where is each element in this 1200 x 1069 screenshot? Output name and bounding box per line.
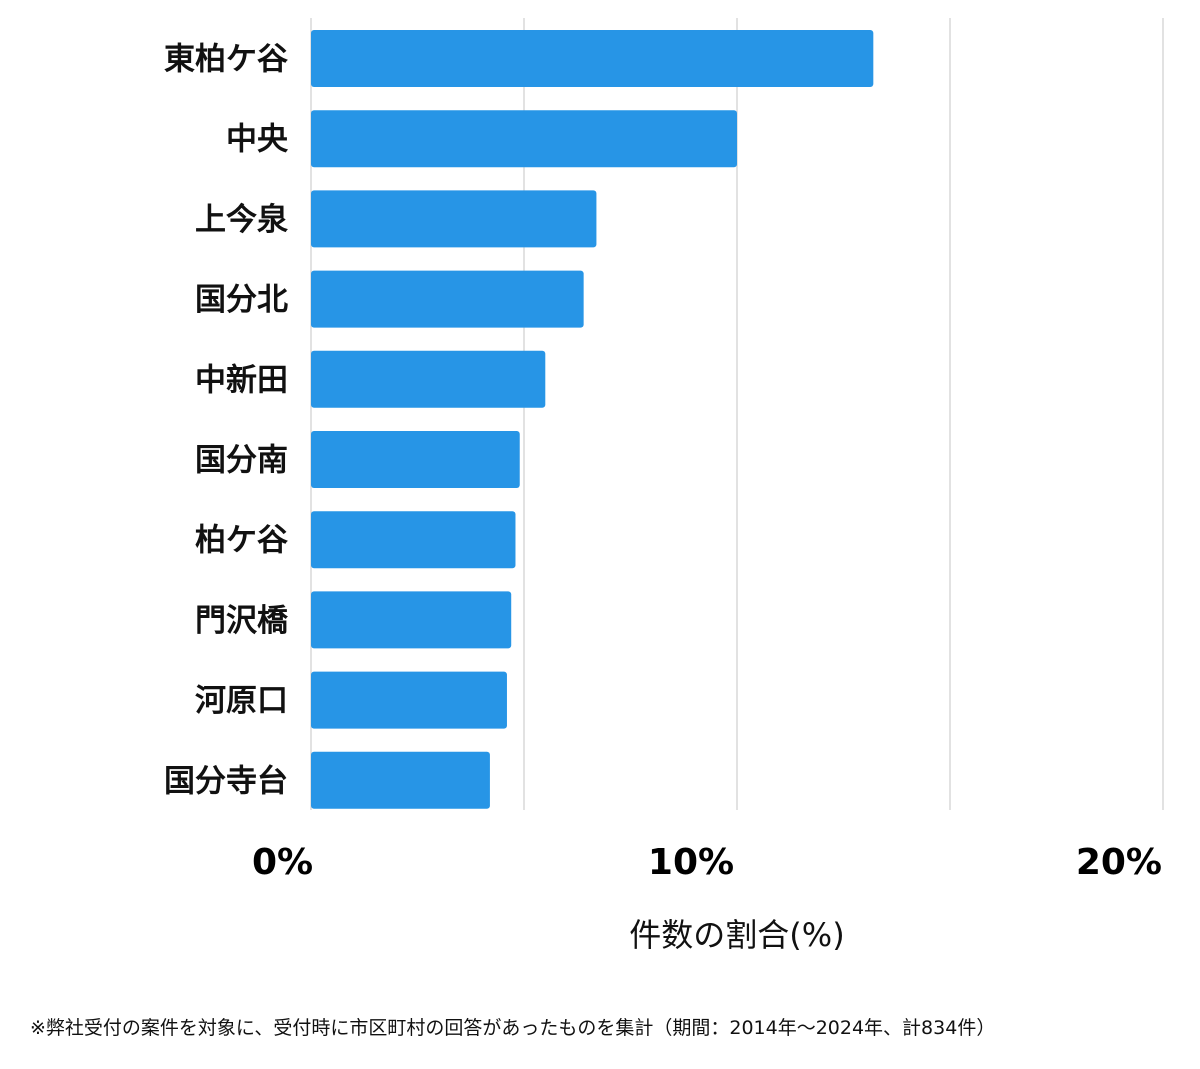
bar [311,350,546,408]
x-tick-label: 20% [1076,842,1162,883]
bar [311,511,516,569]
bar [311,110,737,168]
category-label: 河原口 [195,683,288,719]
x-tick-label: 10% [648,842,734,883]
category-label: 中央 [226,122,289,158]
bar [311,751,490,809]
category-label: 柏ケ谷 [195,523,288,559]
bar [311,671,507,729]
x-axis-title: 件数の割合(%) [629,916,844,954]
category-label: 中新田 [195,362,288,398]
footnote: ※弊社受付の案件を対象に、受付時に市区町村の回答があったものを集計（期間：201… [30,1017,996,1039]
x-tick-label: 0% [252,842,313,883]
bar [311,190,597,248]
bars [311,30,874,809]
category-label: 国分寺台 [164,763,288,799]
category-label: 東柏ケ谷 [164,42,288,78]
category-label: 上今泉 [195,202,288,238]
bar [311,591,512,649]
bar [311,30,874,87]
category-label: 国分南 [195,443,288,479]
bar [311,270,584,328]
x-tick-labels: 0% 10% 20% [252,842,1162,883]
category-label: 国分北 [195,282,288,318]
category-label: 門沢橋 [195,603,289,639]
bar [311,431,520,488]
